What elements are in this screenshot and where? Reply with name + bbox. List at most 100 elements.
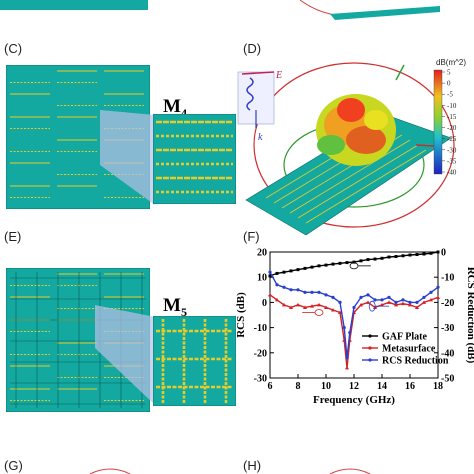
data-point	[366, 300, 370, 304]
colorbar-tick: -40	[447, 169, 457, 177]
data-point	[429, 297, 433, 302]
rcs-lobe-blob	[316, 94, 396, 166]
colorbar: 5 0 -5 -10 -15 -20 -25 -30 -35 -40	[433, 69, 457, 177]
y-axis-label: RCS (dB)	[235, 292, 247, 338]
zoomed-unit-c	[153, 114, 236, 204]
colorbar-tick: -30	[447, 146, 457, 154]
y-tick-label: -30	[254, 374, 267, 385]
data-point	[303, 266, 307, 270]
y-tick-label: 0	[262, 298, 267, 309]
data-point	[310, 290, 314, 294]
data-point	[317, 264, 321, 268]
data-point	[268, 292, 272, 297]
red-orbit	[253, 62, 455, 228]
zoom-label-c: M4	[163, 96, 187, 120]
zoomed-unit-e	[153, 316, 236, 406]
x-tick-label: 16	[405, 381, 415, 392]
y2-tick-label: -20	[441, 298, 454, 309]
x-tick-label: 10	[321, 381, 331, 392]
data-point	[380, 256, 384, 260]
data-point	[401, 298, 405, 302]
data-point	[394, 302, 398, 307]
colorbar-title: dB(m^2)	[436, 58, 466, 67]
x-tick-label: 8	[296, 381, 301, 392]
data-point	[342, 326, 346, 330]
data-point	[436, 285, 440, 289]
legend-marker	[368, 346, 372, 350]
y2-axis-label: RCS Reduction (dB)	[465, 267, 474, 364]
data-point	[415, 253, 419, 257]
data-point	[401, 301, 405, 306]
colorbar-tick: -20	[447, 124, 457, 132]
bottom-panel-remnant	[89, 468, 371, 474]
data-point	[296, 268, 300, 272]
rcs-chart: 6 8 10 12 14 16 18 20 10 0 -10 -20 -30 0 -10 -20 -30 -40 -…	[235, 248, 474, 407]
rcs-3d-scattering-pattern: E k	[237, 62, 455, 236]
data-point	[387, 300, 391, 304]
zoom-strip-pattern	[156, 120, 233, 194]
data-point	[268, 270, 272, 274]
panel-g-label: (G)	[4, 458, 23, 473]
x-tick-label: 18	[433, 381, 443, 392]
panel-h-label: (H)	[243, 458, 262, 473]
data-point	[380, 302, 384, 307]
data-point	[429, 251, 433, 255]
zoom-substrate	[153, 114, 236, 204]
data-point	[296, 288, 300, 292]
panel-e-label: (E)	[4, 229, 22, 244]
y-tick-label: 10	[257, 273, 267, 284]
data-point	[303, 305, 307, 309]
colorbar-tick: 0	[447, 80, 451, 88]
data-point	[338, 300, 342, 304]
data-point	[275, 271, 279, 275]
zoom-strip-pattern	[156, 319, 233, 403]
data-point	[296, 302, 300, 307]
x-tick-label: 12	[349, 381, 359, 392]
panel-f-label: (F)	[243, 229, 260, 244]
data-point	[387, 295, 391, 299]
legend-label: RCS Reduction	[382, 356, 449, 367]
data-point	[436, 250, 440, 254]
data-point	[268, 274, 272, 278]
top-board-strip	[0, 0, 148, 10]
data-point	[345, 261, 349, 265]
data-point	[317, 302, 321, 307]
plate-strips-d	[265, 124, 427, 224]
data-point	[289, 288, 293, 292]
data-point	[359, 302, 363, 307]
axis-arrow-green	[395, 64, 405, 81]
legend-marker	[368, 334, 372, 338]
top-board-edge	[330, 6, 440, 20]
data-point	[373, 257, 377, 261]
data-point	[366, 258, 370, 262]
colorbar-tick: -15	[447, 113, 457, 121]
top-panel-remnant	[0, 0, 440, 20]
data-point	[422, 295, 426, 299]
data-point	[429, 290, 433, 294]
gaf-axis-indicator	[349, 262, 359, 270]
colorbar-tick: -5	[447, 91, 453, 99]
x-tick-label: 6	[268, 381, 273, 392]
legend-label: Metasurface	[382, 344, 436, 355]
data-point	[380, 298, 384, 302]
data-point	[331, 295, 335, 299]
zoom-label-e: M5	[163, 295, 187, 319]
x-tick-label: 14	[377, 381, 387, 392]
legend-marker	[368, 358, 372, 362]
incident-wave	[237, 71, 275, 128]
data-point	[338, 261, 342, 265]
axis-arrow-red	[415, 144, 435, 147]
colorbar-tick: 5	[447, 69, 451, 77]
data-point	[348, 331, 352, 335]
data-point	[324, 293, 328, 297]
meta-axis-indicator	[314, 309, 324, 316]
y-tick-label: 20	[257, 248, 267, 259]
data-point	[366, 293, 370, 297]
data-point	[387, 255, 391, 259]
data-point	[352, 305, 356, 310]
legend-label: GAF Plate	[382, 332, 427, 343]
data-point	[408, 253, 412, 257]
data-point	[345, 356, 349, 360]
